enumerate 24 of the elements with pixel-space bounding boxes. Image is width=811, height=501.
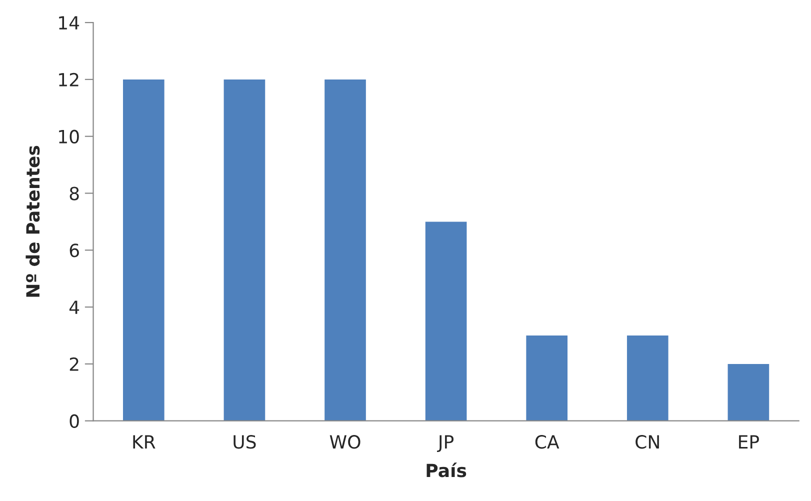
x-tick-label: CN [636,435,659,449]
x-tick-label: KR [133,435,156,448]
x-tick-label: EP [739,435,759,448]
y-tick-label: 0 [70,414,79,428]
bar [224,79,266,421]
x-axis-title: País [426,462,466,478]
bar [324,79,366,421]
y-tick-label: 6 [70,244,79,258]
y-tick-label: 14 [59,16,80,30]
y-tick-label: 12 [59,72,78,86]
bar [728,364,770,421]
x-tick-label: CA [535,435,560,449]
y-tick-label: 10 [59,130,79,144]
bar [626,335,668,421]
y-tick-label: 2 [70,357,78,371]
y-tick-label: 4 [69,300,80,314]
bar [425,222,467,421]
x-tick-label: JP [437,435,454,452]
bar [123,79,164,421]
x-tick-label: US [234,435,256,449]
y-tick-label: 8 [70,186,79,200]
x-tick-label: WO [330,435,360,449]
bar [526,335,568,421]
y-axis-title: Nº de Patentes [26,146,40,297]
